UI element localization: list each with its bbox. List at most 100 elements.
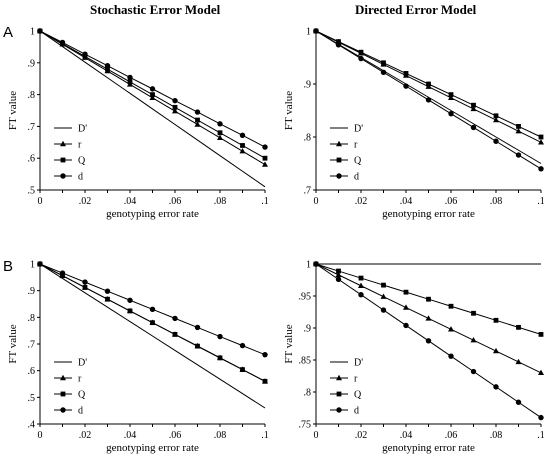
data-point [217,355,223,361]
data-point [127,74,133,81]
x-tick-label: .08 [214,430,227,441]
x-tick-label: .08 [490,196,503,207]
data-point [493,347,499,354]
data-point [448,326,454,332]
data-point [149,86,156,92]
y-tick-label: .8 [28,313,36,324]
data-point [448,92,454,97]
chart-panel-A-stochastic: .5 .6 .7 .8 .9 1 0 .02 .04 .06 .08 .1 genotyping err… [7,27,269,221]
data-point [262,378,268,384]
data-point [262,161,268,167]
y-tick-label: .6 [28,366,36,377]
legend-label: r [354,140,358,151]
series-square [37,28,268,161]
data-point [425,338,432,344]
legend-marker [60,391,66,397]
legend-marker [336,157,342,163]
data-point [172,332,178,337]
legend-marker [336,140,342,147]
data-point [194,121,201,127]
x-tick-label: .1 [261,196,269,207]
x-tick-label: .04 [124,196,137,207]
data-point [380,307,387,313]
data-point [403,304,409,310]
data-point [82,285,88,290]
data-point [150,320,155,326]
series-circle [313,261,544,421]
data-point [448,303,454,309]
legend-marker [60,173,66,179]
data-point [403,83,409,89]
data-point [313,28,319,34]
data-point [425,97,432,103]
y-tick-label: .95 [299,292,312,303]
x-tick-label: 0 [314,196,319,207]
y-tick-label: .9 [304,324,312,335]
chart-panel-B-directed: .75 .8 .85 .9 .95 1 0 .02 .04 .06 .08 .1 genotyping … [283,260,545,455]
data-point [448,353,454,359]
x-tick-label: .02 [79,196,92,207]
data-point [538,414,544,421]
data-point [470,105,477,112]
legend-label: r [78,374,82,385]
series-none [39,30,266,188]
series-circle [37,28,268,150]
legend-marker [60,140,66,147]
data-point [493,113,499,119]
data-point [239,342,246,349]
data-point [127,297,133,303]
data-point [335,276,342,283]
y-tick-label: .5 [28,393,36,404]
legend-marker [60,157,66,163]
data-point [381,60,386,66]
x-tick-label: .1 [261,430,269,441]
data-point [538,139,544,145]
data-point [538,166,544,172]
y-tick-label: .5 [28,186,36,197]
legend-label: d [78,406,83,417]
data-point [335,42,342,48]
data-point [149,306,156,313]
x-tick-label: 0 [38,430,43,441]
data-point [195,343,200,349]
x-tick-label: 0 [38,196,43,207]
legend-label: Q [354,156,362,167]
data-point [59,270,66,276]
y-tick-label: .7 [28,122,36,133]
data-point [538,332,544,337]
data-point [336,268,341,274]
legend-marker [336,374,342,381]
x-tick-label: .06 [445,196,458,207]
legend-label: D' [78,124,87,135]
row-label-b: B [3,258,14,275]
data-point [149,94,156,100]
x-tick-label: .1 [537,196,545,207]
series-none [39,263,266,409]
data-point [358,282,364,288]
y-tick-label: .85 [299,356,312,367]
data-point [470,368,477,375]
data-point [380,69,387,76]
x-tick-label: 0 [314,430,319,441]
data-point [516,324,521,330]
data-point [194,324,201,331]
x-tick-label: .02 [355,430,368,441]
data-point [172,107,178,114]
y-tick-label: .9 [28,58,36,69]
data-point [538,134,544,140]
series-square [37,261,268,384]
x-tick-label: .04 [124,430,137,441]
legend-label: d [354,172,359,183]
data-point [493,138,499,144]
data-point [335,271,342,278]
y-tick-label: .6 [28,154,36,165]
x-tick-label: .06 [169,196,182,207]
data-point [59,39,66,46]
data-point [217,130,223,136]
data-point [172,97,178,104]
data-point [403,322,409,329]
data-point [516,124,521,129]
data-point [105,66,110,72]
x-tick-label: .06 [169,430,182,441]
